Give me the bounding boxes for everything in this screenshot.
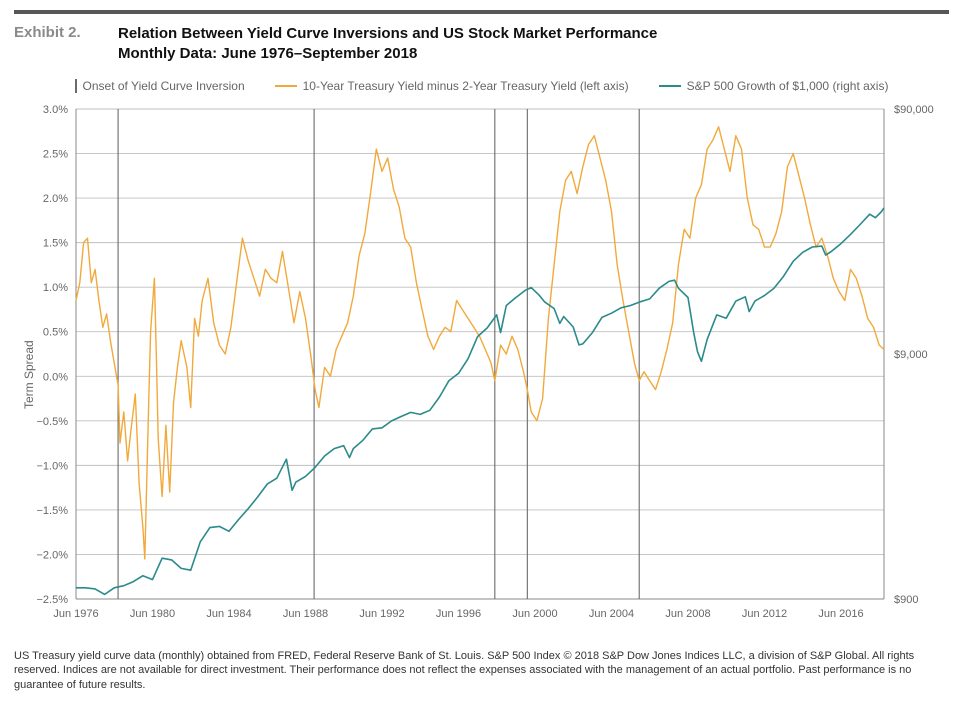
ytick-left: −2.5% — [37, 594, 69, 606]
xtick: Jun 1992 — [359, 608, 404, 620]
xtick: Jun 2004 — [589, 608, 634, 620]
legend: Onset of Yield Curve Inversion 10-Year T… — [14, 79, 949, 99]
ytick-left: 0.5% — [43, 326, 68, 338]
ytick-left: 1.5% — [43, 237, 68, 249]
xtick: Jun 1996 — [436, 608, 481, 620]
ytick-left: 2.0% — [43, 193, 68, 205]
chart-title: Relation Between Yield Curve Inversions … — [118, 24, 657, 65]
xtick: Jun 1984 — [206, 608, 251, 620]
legend-label-sp500: S&P 500 Growth of $1,000 (right axis) — [687, 79, 889, 93]
ytick-left: 1.0% — [43, 282, 68, 294]
ytick-left: 2.5% — [43, 148, 68, 160]
header: Exhibit 2. Relation Between Yield Curve … — [14, 20, 949, 79]
ytick-left: −0.5% — [37, 415, 69, 427]
xtick: Jun 2008 — [665, 608, 710, 620]
ytick-left: −1.5% — [37, 504, 69, 516]
ytick-right: $90,000 — [894, 104, 934, 116]
xtick: Jun 1988 — [283, 608, 328, 620]
xtick: Jun 2016 — [818, 608, 863, 620]
footer-text: US Treasury yield curve data (monthly) o… — [14, 639, 949, 694]
legend-label-spread: 10-Year Treasury Yield minus 2-Year Trea… — [303, 79, 629, 93]
sp500-line — [76, 208, 884, 594]
ytick-left: 3.0% — [43, 104, 68, 116]
ytick-left: −1.0% — [37, 460, 69, 472]
ytick-left: 0.0% — [43, 371, 68, 383]
top-rule — [14, 10, 949, 14]
ytick-right: $9,000 — [894, 349, 928, 361]
title-line1: Relation Between Yield Curve Inversions … — [118, 25, 657, 42]
xtick: Jun 1980 — [130, 608, 175, 620]
xtick: Jun 2012 — [742, 608, 787, 620]
legend-swatch-spread — [275, 85, 297, 87]
legend-spread: 10-Year Treasury Yield minus 2-Year Trea… — [275, 79, 629, 93]
legend-swatch-sp500 — [659, 85, 681, 87]
xtick: Jun 2000 — [512, 608, 557, 620]
ytick-left: −2.0% — [37, 549, 69, 561]
chart-svg: 3.0% 2.5% 2.0% 1.5% 1.0% 0.5% 0.0% −0.5% −1.0% −1… — [14, 99, 949, 639]
title-line2: Monthly Data: June 1976–September 2018 — [118, 45, 417, 62]
legend-sp500: S&P 500 Growth of $1,000 (right axis) — [659, 79, 889, 93]
legend-swatch-inversion — [75, 79, 77, 93]
spread-line — [76, 126, 884, 558]
legend-label-inversion: Onset of Yield Curve Inversion — [83, 79, 245, 93]
legend-inversion: Onset of Yield Curve Inversion — [75, 79, 245, 93]
xtick: Jun 1976 — [53, 608, 98, 620]
ytick-right: $900 — [894, 594, 918, 606]
exhibit-number: Exhibit 2. — [14, 24, 118, 41]
chart-area: Term Spread 3.0%2.5%2.0%1.5%1.0%0.5%0.0%… — [14, 99, 949, 639]
